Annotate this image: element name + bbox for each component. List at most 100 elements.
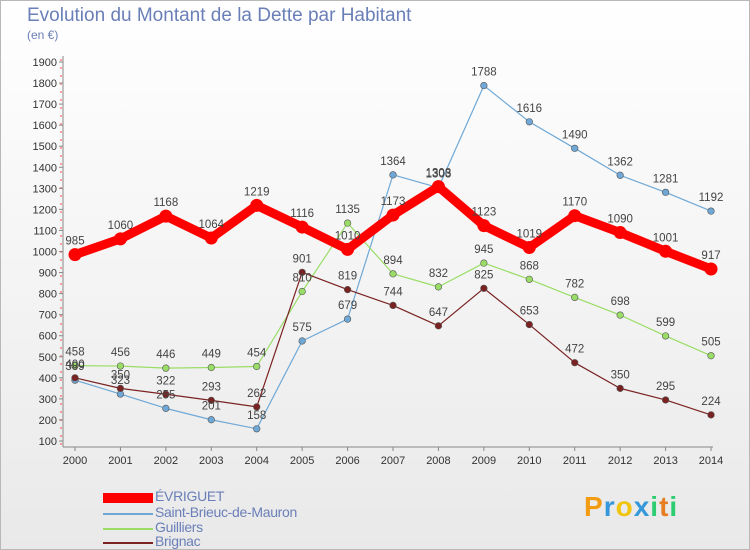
x-tick-label: 2012 xyxy=(608,455,632,467)
y-tick-label: 900 xyxy=(39,268,57,280)
data-point-guilliers xyxy=(661,332,670,340)
y-tick-label: 1100 xyxy=(33,225,57,237)
data-label-evriguet: 1064 xyxy=(198,219,224,231)
data-point-evriguet xyxy=(477,219,491,233)
data-point-guilliers xyxy=(434,283,443,291)
legend-item-saint-brieuc-de-mauron[interactable]: Saint-Brieuc-de-Mauron xyxy=(103,504,403,521)
y-tick-label: 1000 xyxy=(33,247,57,259)
data-label-guilliers: 810 xyxy=(293,273,312,285)
data-label-saint-brieuc-de-mauron: 1364 xyxy=(380,156,406,168)
data-label-evriguet: 1308 xyxy=(426,168,452,180)
legend-label: Saint-Brieuc-de-Mauron xyxy=(155,504,298,520)
data-point-brignac xyxy=(343,286,352,294)
data-point-brignac xyxy=(571,359,579,367)
logo-letter: o xyxy=(615,491,634,522)
data-label-evriguet: 1090 xyxy=(607,214,633,226)
data-label-brignac: 901 xyxy=(293,253,312,265)
data-point-evriguet xyxy=(386,208,400,222)
data-point-evriguet xyxy=(568,209,582,223)
data-point-guilliers xyxy=(343,219,352,227)
x-tick-label: 2011 xyxy=(563,455,587,467)
data-point-saint-brieuc-de-mauron xyxy=(480,81,488,90)
data-point-evriguet xyxy=(341,242,355,256)
data-point-brignac xyxy=(298,268,306,276)
data-label-saint-brieuc-de-mauron: 158 xyxy=(247,410,266,422)
data-label-evriguet: 1116 xyxy=(290,208,314,220)
data-point-guilliers xyxy=(116,362,125,370)
data-point-evriguet xyxy=(250,198,264,212)
data-point-guilliers xyxy=(480,259,488,267)
logo-letter: i xyxy=(669,491,679,522)
data-point-saint-brieuc-de-mauron xyxy=(389,171,397,179)
data-label-brignac: 647 xyxy=(429,307,448,319)
data-point-evriguet xyxy=(431,180,445,194)
legend-item-guilliers[interactable]: Guilliers xyxy=(103,519,403,536)
data-label-evriguet: 1019 xyxy=(517,228,543,240)
legend-item-evriguet[interactable]: ÉVRIGUET xyxy=(103,488,403,505)
data-label-evriguet: 1173 xyxy=(381,196,406,208)
data-point-saint-brieuc-de-mauron xyxy=(707,207,715,215)
data-label-brignac: 322 xyxy=(156,375,175,387)
data-label-evriguet: 1010 xyxy=(335,230,361,242)
data-label-guilliers: 894 xyxy=(383,255,403,267)
legend-swatch xyxy=(103,528,153,530)
data-point-brignac xyxy=(389,301,397,310)
data-point-evriguet xyxy=(613,226,627,240)
proxiti-logo: Proxiti xyxy=(584,491,678,523)
data-label-guilliers: 698 xyxy=(611,296,630,308)
data-point-evriguet xyxy=(159,209,173,223)
legend-swatch xyxy=(103,493,153,503)
y-tick-label: 1800 xyxy=(33,78,57,90)
data-point-brignac xyxy=(525,320,533,329)
data-point-saint-brieuc-de-mauron xyxy=(207,416,215,424)
x-tick-label: 2000 xyxy=(63,455,87,467)
data-point-guilliers xyxy=(207,363,215,372)
data-label-guilliers: 446 xyxy=(156,349,175,361)
logo-letter: r xyxy=(603,491,616,522)
data-label-brignac: 224 xyxy=(701,396,721,408)
data-label-evriguet: 1060 xyxy=(108,220,134,232)
x-tick-label: 2003 xyxy=(199,455,223,467)
data-label-guilliers: 832 xyxy=(429,268,448,280)
data-label-evriguet: 985 xyxy=(65,236,84,248)
data-label-guilliers: 782 xyxy=(565,278,584,290)
y-tick-label: 1300 xyxy=(33,183,57,195)
data-label-saint-brieuc-de-mauron: 389 xyxy=(65,361,84,373)
data-label-saint-brieuc-de-mauron: 1490 xyxy=(562,129,588,141)
data-point-evriguet xyxy=(704,262,718,276)
data-label-guilliers: 458 xyxy=(65,347,84,359)
data-point-evriguet xyxy=(113,232,127,246)
data-label-evriguet: 1001 xyxy=(653,232,679,244)
data-label-brignac: 472 xyxy=(565,344,584,356)
data-point-guilliers xyxy=(389,270,397,278)
logo-letter: i xyxy=(650,491,660,522)
y-tick-label: 200 xyxy=(39,415,57,427)
legend-label: Brignac xyxy=(155,533,201,549)
data-label-brignac: 653 xyxy=(520,306,539,318)
data-point-saint-brieuc-de-mauron xyxy=(616,171,624,179)
data-label-guilliers: 945 xyxy=(474,244,493,256)
data-point-guilliers xyxy=(162,364,170,372)
chart-axes: 100 200 300 400 500 600 700 800 900 1000 1100 1200 1… xyxy=(33,56,723,467)
y-tick-label: 1700 xyxy=(33,99,57,111)
data-label-brignac: 350 xyxy=(611,369,630,381)
data-point-evriguet xyxy=(295,220,309,234)
data-label-guilliers: 599 xyxy=(656,317,675,329)
data-point-brignac xyxy=(661,396,670,404)
data-label-evriguet: 1219 xyxy=(244,186,270,198)
legend-item-brignac[interactable]: Brignac xyxy=(103,533,403,550)
data-point-saint-brieuc-de-mauron xyxy=(571,144,579,152)
x-tick-label: 2013 xyxy=(653,455,677,467)
data-label-saint-brieuc-de-mauron: 1281 xyxy=(653,173,679,185)
y-tick-label: 100 xyxy=(39,436,57,448)
x-tick-label: 2014 xyxy=(699,455,723,467)
data-label-evriguet: 917 xyxy=(701,250,720,262)
data-label-guilliers: 1135 xyxy=(335,204,360,216)
y-tick-label: 400 xyxy=(39,373,57,385)
chart-subtitle: (en €) xyxy=(27,28,59,42)
x-tick-label: 2005 xyxy=(290,455,314,467)
legend-swatch xyxy=(103,513,153,515)
data-point-brignac xyxy=(253,403,261,411)
data-label-evriguet: 1168 xyxy=(153,197,178,209)
legend-label: ÉVRIGUET xyxy=(155,488,225,504)
